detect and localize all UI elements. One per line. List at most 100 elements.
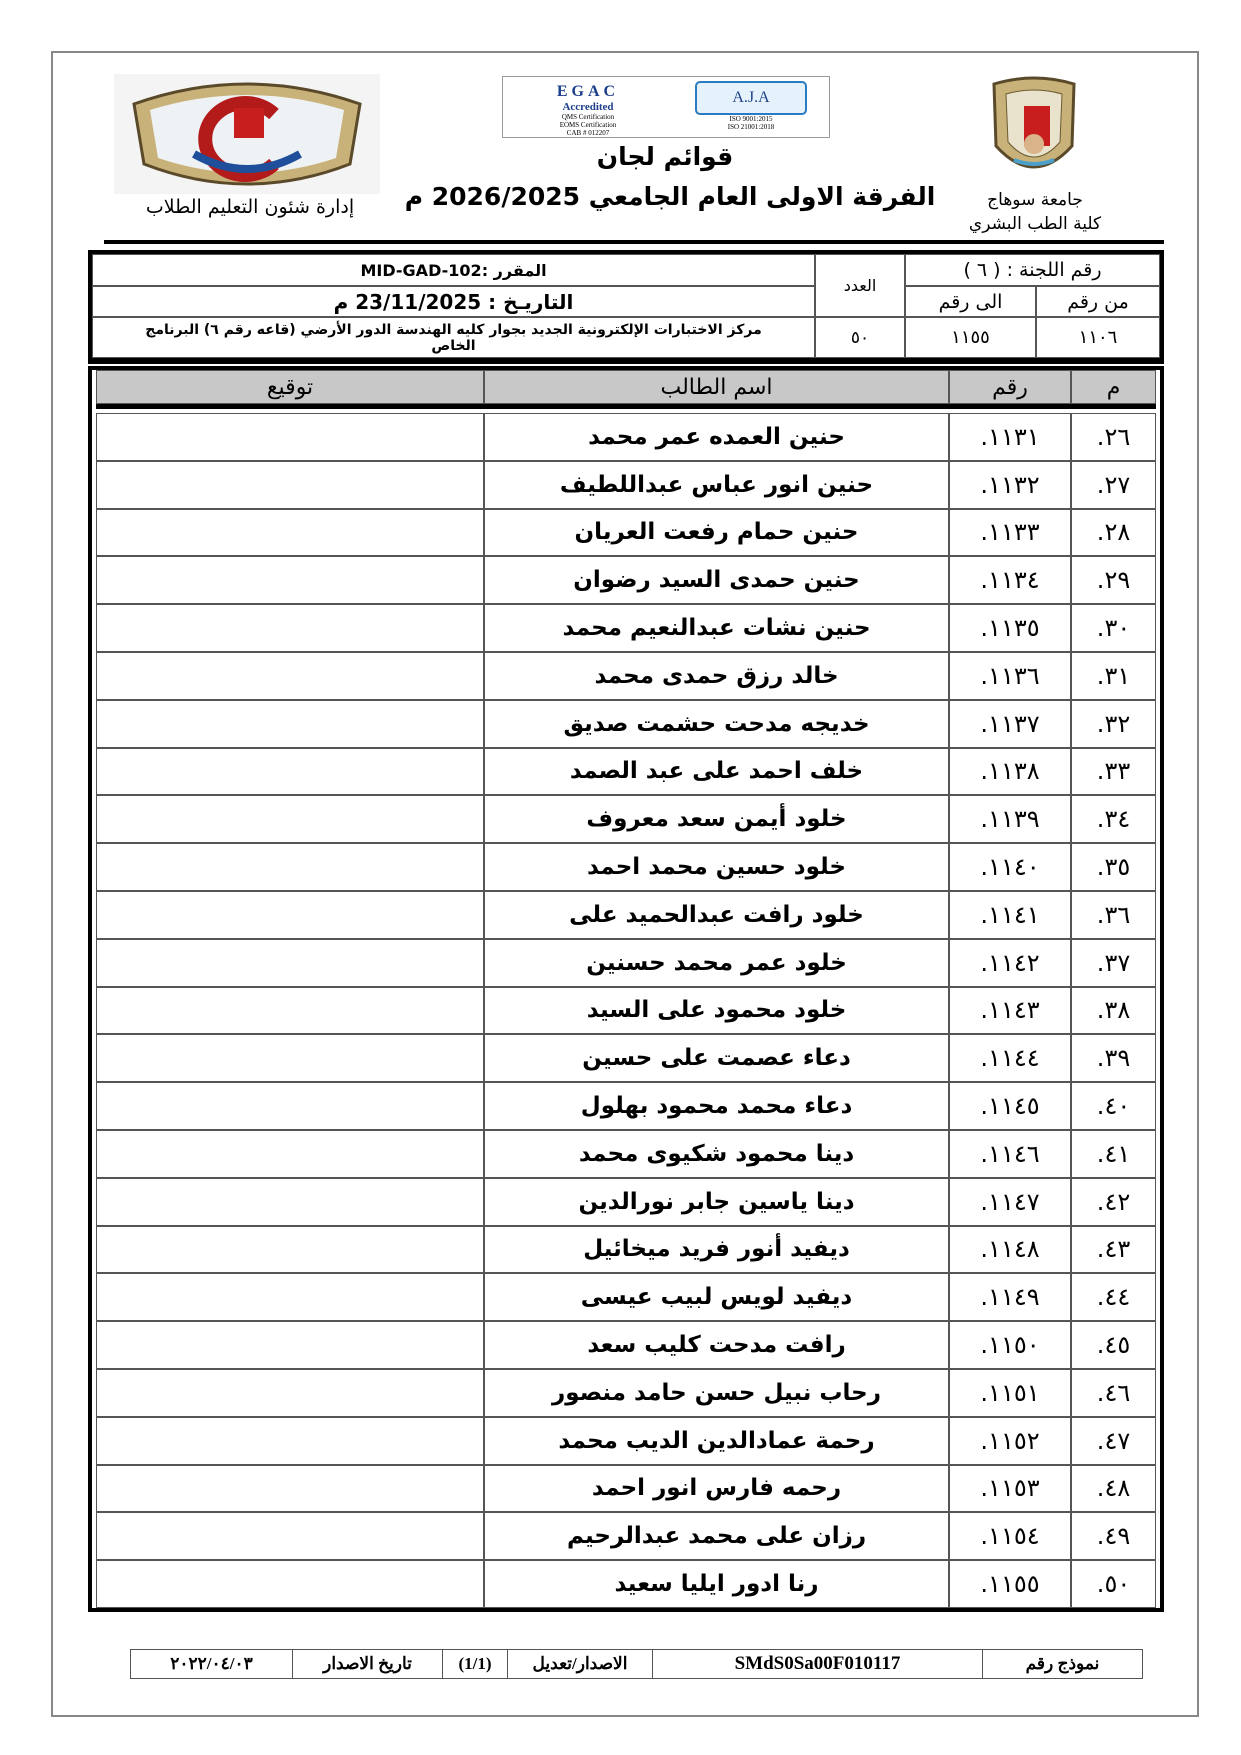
form-number-label: نموذج رقم	[982, 1650, 1142, 1678]
table-row: خلف احمد على عبد الصمد ١١٣٨. ٣٣.	[96, 747, 1156, 796]
signature-cell[interactable]	[96, 1082, 484, 1130]
signature-cell[interactable]	[96, 699, 484, 748]
row-index: ٤٨.	[1071, 1464, 1156, 1513]
committee-info-table: المقرر :MID-GAD-102 التاريـخ : 23/11/202…	[88, 250, 1164, 364]
student-number: ١١٥٢.	[949, 1416, 1071, 1465]
student-name: حنين انور عباس عبداللطيف	[484, 460, 949, 509]
signature-cell[interactable]	[96, 938, 484, 987]
signature-cell[interactable]	[96, 1560, 484, 1608]
student-number: ١١٣٤.	[949, 556, 1071, 605]
table-row: خلود محمود على السيد ١١٤٣. ٣٨.	[96, 986, 1156, 1035]
table-row: خلود أيمن سعد معروف ١١٣٩. ٣٤.	[96, 795, 1156, 844]
student-name: دينا ياسين جابر نورالدين	[484, 1177, 949, 1226]
signature-cell[interactable]	[96, 795, 484, 844]
signature-cell[interactable]	[96, 1416, 484, 1465]
student-number: ١١٤٤.	[949, 1034, 1071, 1083]
academic-year-subtitle: الفرقة الاولى العام الجامعي 2026/2025 م	[404, 182, 936, 211]
row-index: ٤١.	[1071, 1130, 1156, 1178]
signature-cell[interactable]	[96, 1464, 484, 1513]
row-index: ٣١.	[1071, 652, 1156, 700]
signature-cell[interactable]	[96, 508, 484, 557]
egac-logo: EGAC Accredited QMS Certification EOMS C…	[556, 83, 620, 137]
student-number: ١١٣٩.	[949, 795, 1071, 844]
table-row: خلود حسين محمد احمد ١١٤٠. ٣٥.	[96, 843, 1156, 891]
table-row: دعاء محمد محمود بهلول ١١٤٥. ٤٠.	[96, 1082, 1156, 1130]
student-name: خلف احمد على عبد الصمد	[484, 747, 949, 796]
row-index: ٣٨.	[1071, 986, 1156, 1035]
student-count: ٥٠	[815, 317, 905, 358]
signature-cell[interactable]	[96, 986, 484, 1035]
signature-cell[interactable]	[96, 1225, 484, 1274]
row-index: ٣٩.	[1071, 1034, 1156, 1083]
table-row: رحمه فارس انور احمد ١١٥٣. ٤٨.	[96, 1464, 1156, 1513]
signature-cell[interactable]	[96, 891, 484, 939]
header-number: رقم	[949, 370, 1071, 404]
student-name: دعاء محمد محمود بهلول	[484, 1082, 949, 1130]
signature-cell[interactable]	[96, 413, 484, 461]
student-name: حنين حمام رفعت العريان	[484, 508, 949, 557]
row-index: ٢٩.	[1071, 556, 1156, 605]
aja-logo: A.J.A ISO 9001:2015 ISO 21001:2018	[673, 77, 829, 137]
signature-cell[interactable]	[96, 1034, 484, 1083]
student-name: رحاب نبيل حسن حامد منصور	[484, 1369, 949, 1417]
table-header-row: توقيع اسم الطالب رقم م	[96, 370, 1156, 409]
student-number: ١١٣٥.	[949, 604, 1071, 652]
signature-cell[interactable]	[96, 1130, 484, 1178]
student-number: ١١٤٢.	[949, 938, 1071, 987]
table-row: حنين العمده عمر محمد ١١٣١. ٢٦.	[96, 413, 1156, 461]
header-divider	[104, 240, 1164, 244]
course-code: المقرر :MID-GAD-102	[92, 254, 815, 286]
signature-cell[interactable]	[96, 1369, 484, 1417]
student-number: ١١٣٧.	[949, 699, 1071, 748]
student-number: ١١٤٧.	[949, 1177, 1071, 1226]
signature-cell[interactable]	[96, 843, 484, 891]
committee-number: رقم اللجنة : ( ٦ )	[905, 254, 1160, 286]
exam-date: التاريـخ : 23/11/2025 م	[92, 286, 815, 317]
student-name: خلود أيمن سعد معروف	[484, 795, 949, 844]
student-name: حنين حمدى السيد رضوان	[484, 556, 949, 605]
signature-cell[interactable]	[96, 1321, 484, 1369]
count-label: العدد	[815, 254, 905, 317]
student-number: ١١٣٦.	[949, 652, 1071, 700]
table-row: دينا محمود شكيوى محمد ١١٤٦. ٤١.	[96, 1130, 1156, 1178]
table-row: دينا ياسين جابر نورالدين ١١٤٧. ٤٢.	[96, 1177, 1156, 1226]
signature-cell[interactable]	[96, 747, 484, 796]
row-index: ٢٦.	[1071, 413, 1156, 461]
version-label: الاصدار/تعديل	[507, 1650, 652, 1678]
student-name: خالد رزق حمدى محمد	[484, 652, 949, 700]
table-row: رافت مدحت كليب سعد ١١٥٠. ٤٥.	[96, 1321, 1156, 1369]
table-row: خديجه مدحت حشمت صديق ١١٣٧. ٣٢.	[96, 699, 1156, 748]
student-number: ١١٤٠.	[949, 843, 1071, 891]
header-student-name: اسم الطالب	[484, 370, 949, 404]
signature-cell[interactable]	[96, 652, 484, 700]
student-name: خلود محمود على السيد	[484, 986, 949, 1035]
signature-cell[interactable]	[96, 460, 484, 509]
student-name: خلود عمر محمد حسنين	[484, 938, 949, 987]
row-index: ٤٢.	[1071, 1177, 1156, 1226]
signature-cell[interactable]	[96, 604, 484, 652]
form-footer: نموذج رقم SMdS0Sa00F010117 الاصدار/تعديل…	[130, 1649, 1143, 1679]
student-number: ١١٤٥.	[949, 1082, 1071, 1130]
signature-cell[interactable]	[96, 556, 484, 605]
student-number: ١١٤١.	[949, 891, 1071, 939]
signature-cell[interactable]	[96, 1273, 484, 1322]
row-index: ٣٤.	[1071, 795, 1156, 844]
student-number: ١١٥٠.	[949, 1321, 1071, 1369]
table-row: حنين حمدى السيد رضوان ١١٣٤. ٢٩.	[96, 556, 1156, 605]
student-name: خلود رافت عبدالحميد على	[484, 891, 949, 939]
signature-cell[interactable]	[96, 1512, 484, 1561]
table-row: رحاب نبيل حسن حامد منصور ١١٥١. ٤٦.	[96, 1369, 1156, 1417]
row-index: ٢٨.	[1071, 508, 1156, 557]
table-row: رنا ادور ايليا سعيد ١١٥٥. ٥٠.	[96, 1560, 1156, 1608]
student-name: رزان على محمد عبدالرحيم	[484, 1512, 949, 1561]
row-index: ٥٠.	[1071, 1560, 1156, 1608]
sohag-university-logo	[984, 76, 1084, 186]
row-index: ٤٥.	[1071, 1321, 1156, 1369]
student-name: رحمة عمادالدين الديب محمد	[484, 1416, 949, 1465]
signature-cell[interactable]	[96, 1177, 484, 1226]
student-number: ١١٤٦.	[949, 1130, 1071, 1178]
row-index: ٤٣.	[1071, 1225, 1156, 1274]
header-signature: توقيع	[96, 370, 484, 404]
student-name: رافت مدحت كليب سعد	[484, 1321, 949, 1369]
row-index: ٣٧.	[1071, 938, 1156, 987]
